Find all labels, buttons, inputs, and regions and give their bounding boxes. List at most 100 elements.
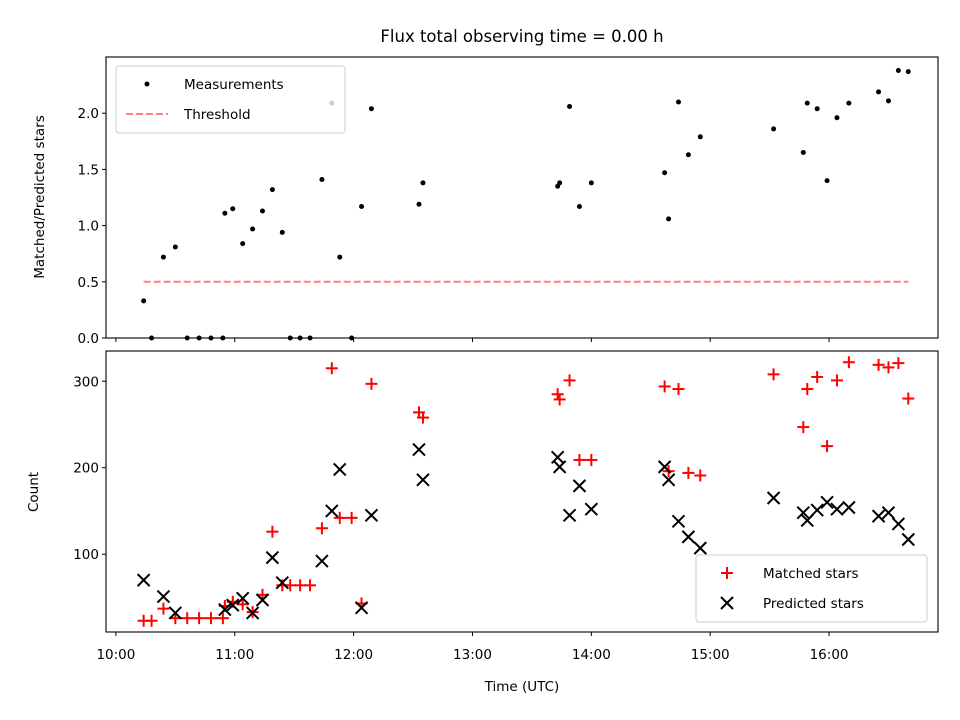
predicted-star-point: [265, 550, 280, 565]
predicted-star-point: [325, 504, 339, 518]
measurement-point: [567, 103, 573, 109]
chart-title: Flux total observing time = 0.00 h: [380, 27, 663, 46]
x-tick-label: 16:00: [810, 647, 849, 663]
measurement-point: [662, 170, 668, 176]
predicted-star-point: [136, 573, 151, 587]
predicted-star-point: [572, 479, 587, 493]
measurement-point: [685, 152, 691, 158]
predicted-star-point: [901, 532, 915, 547]
predicted-star-point: [255, 593, 270, 607]
matched-star-point: [325, 362, 338, 375]
matched-star-point: [872, 358, 885, 371]
top-legend: Measurements Threshold: [115, 65, 346, 134]
matched-star-point: [193, 612, 206, 625]
top-y-ticks: 0.0 0.5 1.0 1.5 2.0: [78, 106, 106, 347]
y-tick-label: 1.5: [78, 162, 99, 178]
top-marks: [141, 67, 911, 341]
predicted-star-point: [871, 509, 886, 523]
measurement-point: [359, 203, 365, 209]
predicted-star-point: [810, 503, 824, 517]
measurement-point: [416, 201, 422, 207]
predicted-star-point: [562, 508, 577, 522]
matched-star-point: [216, 612, 229, 625]
measurement-point: [337, 254, 343, 260]
matched-star-point: [811, 370, 824, 383]
matched-star-point: [694, 469, 707, 482]
predicted-star-point: [842, 500, 856, 515]
bottom-marks: [136, 356, 915, 627]
predicted-star-point: [584, 502, 599, 516]
top-x-ticks: [115, 338, 830, 342]
predicted-star-point: [671, 514, 686, 529]
predicted-star-point: [796, 505, 811, 520]
matched-star-point: [882, 361, 895, 374]
x-tick-label: 12:00: [334, 647, 373, 663]
measurement-point: [279, 229, 285, 235]
measurement-point: [368, 106, 374, 112]
predicted-star-point: [657, 460, 672, 474]
predicted-star-point: [333, 462, 347, 477]
measurement-point: [319, 177, 325, 183]
predicted-star-point: [766, 491, 781, 505]
x-tick-label: 14:00: [572, 647, 611, 663]
legend-matched-label: Matched stars: [763, 566, 859, 582]
measurement-point: [846, 100, 852, 106]
measurement-point: [588, 180, 594, 186]
measurement-point: [885, 98, 891, 104]
x-tick-label: 15:00: [691, 647, 730, 663]
matched-star-point: [801, 383, 814, 396]
predicted-star-point: [693, 541, 707, 555]
legend-measurements-marker: [144, 81, 150, 87]
x-axis-label: Time (UTC): [484, 679, 560, 695]
predicted-star-point: [416, 473, 430, 487]
matched-star-point: [658, 380, 671, 393]
legend-threshold-label: Threshold: [183, 107, 251, 123]
bottom-x-ticks: 10:00 11:00 12:00 13:00 14:00 15:00 16:00: [96, 632, 849, 663]
x-tick-label: 10:00: [96, 647, 135, 663]
matched-star-point: [842, 356, 855, 369]
matched-star-point: [573, 453, 586, 466]
matched-star-point: [767, 368, 780, 381]
bottom-panel: 100 200 300 10:00 11:00 12:00 13:00 14:00 15:00…: [26, 350, 939, 695]
measurement-point: [666, 216, 672, 222]
measurement-point: [576, 203, 582, 209]
y-tick-label: 100: [73, 547, 99, 563]
predicted-star-point: [881, 505, 896, 520]
y-tick-label: 0.5: [78, 275, 99, 291]
matched-star-point: [585, 453, 598, 466]
measurement-point: [230, 206, 236, 212]
predicted-star-point: [800, 513, 814, 528]
matched-star-point: [902, 392, 915, 405]
measurement-point: [420, 180, 426, 186]
legend-predicted-marker: [720, 596, 734, 610]
x-tick-label: 11:00: [215, 647, 254, 663]
measurement-point: [895, 67, 901, 73]
measurement-point: [834, 115, 840, 121]
predicted-star-point: [681, 530, 696, 544]
matched-star-point: [304, 579, 317, 592]
matched-star-point: [672, 383, 685, 396]
x-tick-label: 13:00: [453, 647, 492, 663]
predicted-star-point: [552, 460, 567, 474]
matched-star-point: [553, 393, 566, 406]
matched-star-point: [563, 374, 576, 387]
matched-star-point: [682, 466, 695, 479]
bottom-y-axis-label: Count: [26, 472, 42, 512]
predicted-star-point: [226, 598, 240, 612]
predicted-star-point: [820, 495, 834, 510]
predicted-star-point: [891, 517, 906, 531]
measurement-point: [240, 241, 246, 247]
y-tick-label: 200: [73, 461, 99, 477]
measurement-point: [800, 150, 806, 156]
measurement-point: [222, 210, 228, 216]
measurement-point: [814, 106, 820, 112]
predicted-star-point: [156, 589, 171, 604]
matched-star-point: [266, 525, 279, 538]
matched-star-point: [315, 522, 328, 535]
predicted-star-point: [412, 442, 426, 457]
matched-star-point: [830, 374, 843, 387]
predicted-star-point: [218, 602, 232, 617]
y-tick-label: 300: [73, 374, 99, 390]
predicted-star-point: [661, 473, 676, 487]
